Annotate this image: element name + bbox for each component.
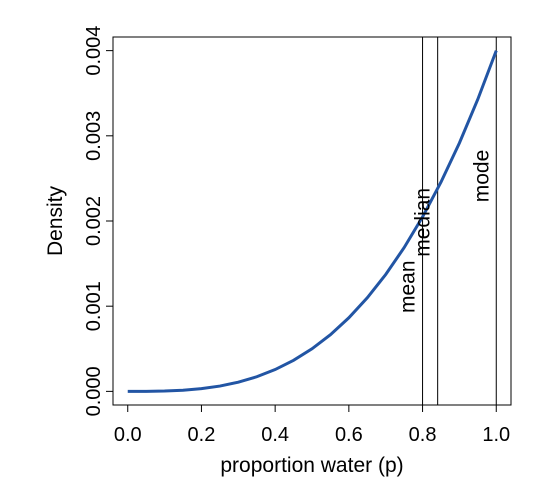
y-tick-label: 0.001 [83,281,105,331]
mode-label: mode [470,150,493,203]
y-tick-label: 0.002 [83,196,105,246]
y-tick-label: 0.004 [83,26,105,76]
x-tick-label: 1.0 [482,424,510,446]
x-tick-label: 0.4 [261,424,289,446]
mean-label: mean [397,260,420,313]
y-tick-label: 0.000 [83,366,105,416]
y-axis-label: Density [44,185,67,256]
x-tick-label: 0.6 [335,424,363,446]
x-tick-label: 0.0 [114,424,142,446]
x-axis-label: proportion water (p) [220,454,403,477]
x-tick-label: 0.2 [188,424,216,446]
x-tick-label: 0.8 [409,424,437,446]
median-label: median [412,188,435,257]
density-curve [127,50,498,393]
y-tick-label: 0.003 [83,111,105,161]
